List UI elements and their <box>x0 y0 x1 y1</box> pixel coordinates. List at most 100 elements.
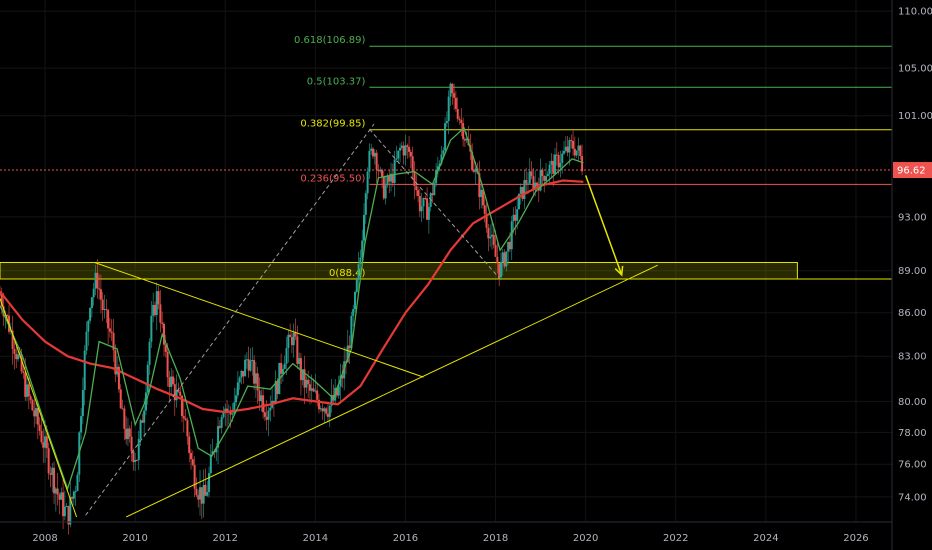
candle-body <box>148 341 151 365</box>
candle-body <box>182 416 185 419</box>
candle-body <box>240 370 243 378</box>
candle-body <box>526 183 529 185</box>
candle-body <box>536 182 539 186</box>
candle-body <box>577 145 580 151</box>
arrow-shaft[interactable] <box>584 175 623 276</box>
trendline[interactable] <box>94 262 424 378</box>
candle-body <box>316 390 319 400</box>
candle-body <box>381 169 384 177</box>
trendline[interactable] <box>0 298 78 518</box>
candle-body <box>251 360 254 362</box>
trendline[interactable] <box>125 264 658 518</box>
candle-body <box>54 488 57 494</box>
fib-retracement[interactable]: 0.618(106.89) 0.5(103.37) 0.382(99.85) 0.23… <box>0 35 892 280</box>
arrow-head[interactable] <box>614 265 624 277</box>
candle-body <box>478 173 481 198</box>
candle-body <box>566 146 569 153</box>
candle-body <box>485 213 488 228</box>
candle-body <box>552 160 555 174</box>
candle-body <box>130 436 133 452</box>
candle-body <box>36 408 39 425</box>
dashed-trendline[interactable] <box>85 123 375 516</box>
candle-body <box>550 160 553 165</box>
candle-body <box>570 140 573 142</box>
x-axis[interactable]: 2008 2010 2012 2014 2016 2018 2020 2022 2024 2026 <box>0 521 892 544</box>
candle-body <box>146 364 149 393</box>
candle-body <box>49 473 52 475</box>
candle-body <box>361 240 364 258</box>
candle-body <box>386 175 389 186</box>
candle-body <box>197 495 200 500</box>
candle-body <box>162 323 165 345</box>
candle-body <box>411 156 414 172</box>
y-tick-label: 101.00 <box>898 111 932 122</box>
candle-body <box>90 297 93 308</box>
candle-body <box>24 373 27 397</box>
y-tick-label: 86.00 <box>898 308 927 319</box>
candle-body <box>215 447 218 453</box>
candle-body <box>372 148 375 157</box>
candle-body <box>460 120 463 124</box>
candle-body <box>555 154 558 156</box>
candle-body <box>83 350 86 390</box>
candle-body <box>26 384 29 397</box>
candle-body <box>301 369 304 381</box>
candle-body <box>303 369 306 388</box>
candle-body <box>370 148 373 151</box>
candle-body <box>523 180 526 199</box>
candle-body <box>346 345 349 363</box>
candle-body <box>298 358 301 364</box>
projection-arrow[interactable] <box>584 175 624 277</box>
candle-body <box>516 209 519 221</box>
y-tick-label: 78.00 <box>898 428 927 439</box>
candle-body <box>521 186 524 199</box>
grid <box>0 0 892 522</box>
candle-body <box>132 451 135 463</box>
candle-body <box>85 331 88 351</box>
candle-body <box>195 488 198 496</box>
candle-body <box>353 291 356 310</box>
x-tick-label: 2012 <box>213 533 238 544</box>
x-tick-label: 2008 <box>32 533 57 544</box>
candle-body <box>335 387 338 396</box>
trendlines[interactable] <box>0 123 658 518</box>
candle-body <box>269 407 272 411</box>
candle-body <box>292 332 295 346</box>
candle-body <box>517 193 520 210</box>
candle-body <box>226 408 229 412</box>
x-tick-label: 2016 <box>393 533 418 544</box>
candle-body <box>244 359 247 377</box>
candle-body <box>128 428 131 437</box>
candle-body <box>134 459 137 463</box>
candle-body <box>2 306 5 317</box>
candle-body <box>249 360 252 371</box>
candle-body <box>81 389 84 417</box>
y-axis[interactable]: 110.00 105.00 101.00 93.00 89.00 86.00 83.00 80… <box>891 0 932 550</box>
candle-body <box>29 396 32 401</box>
candle-body <box>35 408 38 417</box>
candle-body <box>420 206 423 212</box>
candle-body <box>27 384 30 397</box>
candle-body <box>15 353 18 360</box>
candle-body <box>20 354 23 372</box>
candle-body <box>442 150 445 155</box>
candle-body <box>444 123 447 151</box>
candle-body <box>6 315 9 317</box>
candle-body <box>564 146 567 151</box>
candle-body <box>409 151 412 157</box>
candle-body <box>413 171 416 187</box>
candle-body <box>72 491 75 499</box>
candle-body <box>238 377 241 383</box>
x-tick-label: 2022 <box>663 533 688 544</box>
candle-body <box>438 163 441 167</box>
candle-body <box>247 359 250 371</box>
candle-body <box>379 169 382 172</box>
candle-body <box>422 197 425 207</box>
dashed-trendline[interactable] <box>369 128 501 280</box>
candle-body <box>191 459 194 465</box>
candle-body <box>276 381 279 395</box>
candle-body <box>220 417 223 428</box>
candle-body <box>256 373 259 391</box>
candle-body <box>436 166 439 170</box>
